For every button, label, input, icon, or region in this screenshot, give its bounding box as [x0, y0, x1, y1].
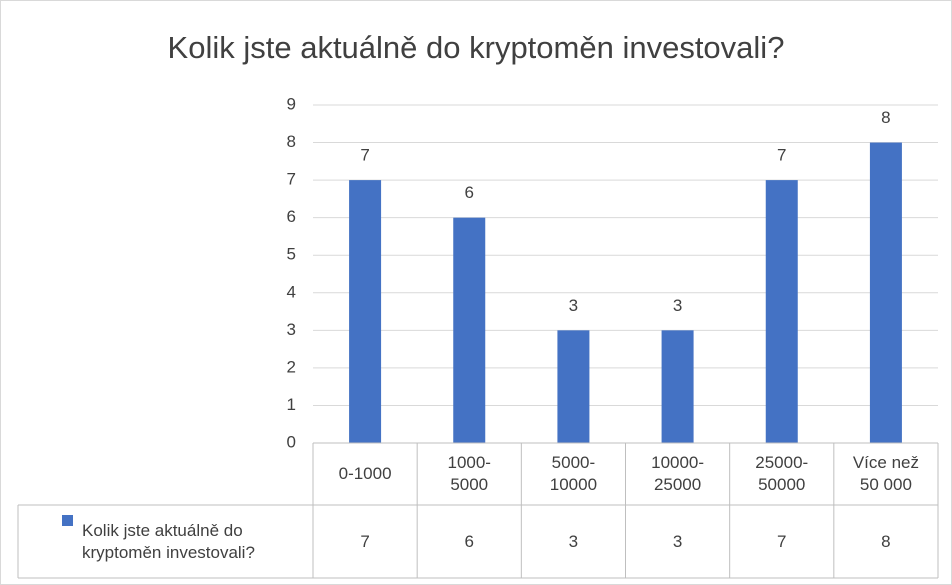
bar	[349, 180, 382, 443]
y-tick-label: 0	[287, 432, 296, 451]
y-tick-label: 3	[287, 320, 296, 339]
table-value: 8	[881, 531, 891, 551]
y-tick-label: 2	[287, 357, 296, 376]
y-tick-label: 9	[287, 94, 296, 113]
table-value: 3	[672, 531, 683, 551]
bar	[557, 330, 590, 443]
category-label: 25000- 50000	[755, 453, 809, 494]
y-tick-label: 5	[287, 245, 296, 264]
table-value: 3	[568, 531, 579, 551]
legend-label: Kolik jste aktuálně do kryptoměn investo…	[82, 520, 255, 562]
legend-swatch	[62, 515, 73, 526]
y-tick-label: 7	[287, 170, 296, 189]
category-label: 1000- 5000	[447, 453, 491, 494]
table-value: 7	[777, 531, 787, 551]
data-label: 7	[360, 146, 369, 165]
data-label: 3	[673, 296, 682, 315]
data-label: 3	[569, 296, 578, 315]
chart-title: Kolik jste aktuálně do kryptoměn investo…	[167, 30, 785, 65]
category-label: 0-1000	[338, 464, 392, 483]
bar	[453, 217, 486, 443]
category-label: 5000- 10000	[549, 453, 598, 494]
data-label: 6	[465, 183, 474, 202]
y-tick-label: 6	[287, 207, 296, 226]
table-value: 7	[360, 531, 370, 551]
category-label: 10000- 25000	[651, 453, 705, 494]
bar	[765, 180, 798, 443]
y-tick-label: 1	[287, 395, 296, 414]
data-label: 7	[777, 146, 786, 165]
category-label: Více než 50 000	[852, 453, 919, 494]
bar	[869, 142, 902, 444]
y-tick-label: 8	[287, 132, 296, 151]
bar	[661, 330, 694, 443]
y-tick-label: 4	[287, 282, 296, 301]
data-label: 8	[881, 108, 890, 127]
table-value: 6	[464, 531, 474, 551]
